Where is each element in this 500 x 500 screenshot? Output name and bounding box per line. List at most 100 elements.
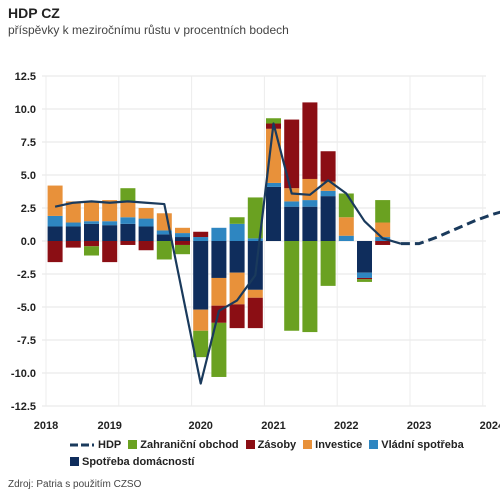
bar-spotreba: [102, 225, 118, 241]
y-tick-label: -12.5: [11, 401, 36, 413]
bar-spotreba: [357, 241, 372, 273]
bar-vladni: [284, 201, 300, 207]
bar-zahranicni: [229, 217, 245, 224]
bar-zasoby: [84, 241, 99, 247]
gdp-forecast-line: [400, 210, 500, 246]
x-tick-label: 2022: [334, 420, 358, 432]
bar-investice: [47, 185, 63, 216]
bar-zasoby: [229, 304, 245, 329]
bar-vladni: [302, 200, 318, 207]
bar-zasoby: [357, 277, 372, 280]
bar-spotreba: [84, 223, 99, 241]
bar-vladni: [266, 182, 281, 187]
bar-zasoby: [302, 102, 318, 179]
y-tick-label: 0.0: [21, 236, 36, 248]
bar-investice: [193, 309, 209, 331]
bar-zahranicni: [320, 241, 336, 286]
bar-zasoby: [102, 241, 118, 263]
bar-vladni: [175, 233, 190, 238]
bar-vladni: [211, 227, 227, 241]
bar-zahranicni: [266, 118, 281, 124]
y-tick-label: -2.5: [17, 269, 36, 281]
bar-spotreba: [47, 226, 63, 241]
bar-investice: [320, 181, 336, 191]
bar-vladni: [65, 222, 81, 227]
bar-investice: [211, 277, 227, 306]
bar-zahranicni: [357, 279, 372, 282]
legend-item-hdp: HDP: [70, 439, 121, 451]
bar-spotreba: [320, 196, 336, 241]
bar-zahranicni: [156, 241, 172, 260]
bar-spotreba: [302, 206, 318, 241]
bar-vladni: [47, 215, 63, 227]
bar-zahranicni: [175, 244, 190, 255]
legend-swatch-icon: [128, 440, 138, 449]
bar-spotreba: [175, 237, 190, 241]
bar-investice: [138, 208, 154, 219]
bar-zasoby: [320, 151, 336, 182]
bar-spotreba: [156, 234, 172, 241]
x-tick-label: 2021: [261, 420, 285, 432]
bar-vladni: [120, 217, 136, 224]
bar-spotreba: [120, 223, 136, 241]
legend-label-spotreba: Spotřeba domácností: [82, 455, 195, 468]
y-tick-label: -7.5: [17, 335, 36, 347]
bar-investice: [284, 188, 300, 202]
x-tick-label: 2020: [188, 420, 212, 432]
bar-zasoby: [120, 241, 136, 245]
bar-zasoby: [193, 231, 209, 238]
bar-investice: [84, 201, 99, 222]
chart-subtitle: příspěvky k meziročnímu růstu v procentn…: [8, 23, 289, 37]
bar-zahranicni: [302, 241, 318, 333]
legend-swatch-icon: [303, 440, 313, 449]
legend-label-investice: Investice: [315, 438, 363, 451]
bar-spotreba: [193, 241, 209, 310]
bar-zasoby: [175, 241, 190, 245]
bar-spotreba: [211, 241, 227, 278]
bar-zasoby: [247, 297, 263, 329]
bar-vladni: [357, 272, 372, 278]
bar-zahranicni: [193, 330, 209, 358]
bar-zahranicni: [211, 322, 227, 377]
bar-vladni: [320, 190, 336, 197]
y-tick-label: 2.5: [21, 203, 36, 215]
y-tick-label: -10.0: [11, 368, 36, 380]
bar-vladni: [102, 221, 118, 226]
legend-item-spotreba: Spotřeba domácností: [70, 456, 194, 468]
bar-vladni: [156, 230, 172, 235]
bar-vladni: [338, 235, 354, 241]
source-note: Zdroj: Patria s použitím CZSO: [8, 479, 142, 490]
bar-zasoby: [65, 241, 81, 248]
bar-spotreba: [229, 241, 245, 273]
legend-line-icon: [70, 443, 94, 446]
legend-label-zasoby: Zásoby: [257, 438, 297, 451]
bar-zahranicni: [84, 246, 99, 256]
bar-zahranicni: [338, 193, 354, 218]
bar-zasoby: [284, 119, 300, 189]
bar-spotreba: [266, 186, 281, 241]
y-tick-label: 5.0: [21, 170, 36, 182]
x-tick-label: 2024: [480, 420, 500, 432]
y-tick-label: -5.0: [17, 302, 36, 314]
legend-item-zasoby: Zásoby: [245, 438, 297, 451]
legend-label-zahranicni: Zahraniční obchod: [140, 438, 239, 451]
bar-spotreba: [284, 206, 300, 241]
bar-zahranicni: [375, 200, 391, 223]
y-tick-label: 12.5: [15, 71, 36, 83]
legend-item-investice: Investice: [303, 439, 362, 451]
legend-item-zahranicni: Zahraniční obchod: [128, 438, 239, 451]
bar-vladni: [229, 223, 245, 241]
x-tick-label: 2019: [97, 420, 121, 432]
y-tick-label: 7.5: [21, 137, 36, 149]
x-tick-label: 2018: [34, 420, 58, 432]
bar-investice: [102, 200, 118, 222]
x-tick-label: 2023: [407, 420, 431, 432]
legend-swatch-icon: [369, 440, 379, 449]
bar-spotreba: [138, 226, 154, 241]
legend-swatch-icon: [70, 457, 79, 466]
bar-zahranicni: [284, 241, 300, 331]
bar-zasoby: [47, 241, 63, 263]
bar-investice: [266, 128, 281, 183]
bar-vladni: [138, 218, 154, 227]
